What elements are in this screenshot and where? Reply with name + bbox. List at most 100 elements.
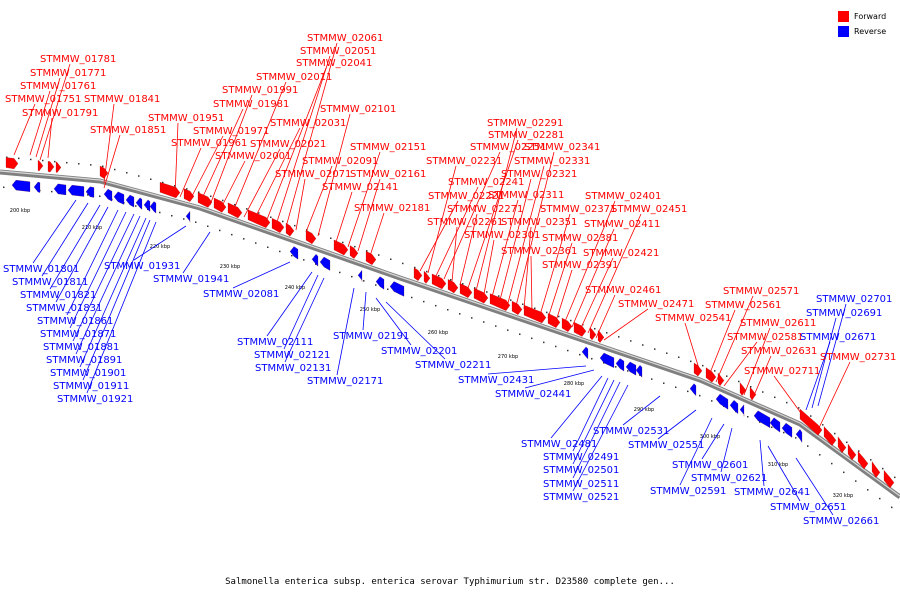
minor-tick-dot (267, 246, 269, 248)
tick-label-280-kbp: 280 kbp (564, 381, 584, 387)
forward-gene-glyph (837, 436, 847, 454)
forward-gene-label-stmmw_02351: STMMW_02351 (501, 217, 577, 228)
forward-gene-label-stmmw_02031: STMMW_02031 (270, 118, 346, 129)
legend-forward-label: Forward (854, 12, 887, 21)
forward-gene-glyph (597, 330, 605, 343)
minor-tick-dot (303, 259, 305, 261)
reverse-gene-label-stmmw_02491: STMMW_02491 (543, 452, 619, 463)
minor-tick-dot (759, 421, 761, 423)
reverse-gene-leader (266, 271, 313, 337)
minor-tick-dot (471, 317, 473, 319)
minor-tick-dot (450, 279, 452, 281)
forward-gene-label-stmmw_01851: STMMW_01851 (90, 125, 166, 136)
forward-gene-label-stmmw_02311: STMMW_02311 (488, 190, 564, 201)
forward-gene-label-stmmw_02411: STMMW_02411 (584, 219, 660, 230)
forward-gene-glyph (857, 451, 869, 470)
reverse-gene-label-stmmw_01921: STMMW_01921 (57, 394, 133, 405)
reverse-gene-leader (487, 365, 587, 375)
forward-gene-label-stmmw_02071: STMMW_02071 (275, 169, 351, 180)
forward-gene-leader (357, 178, 381, 252)
forward-gene-leader (427, 165, 457, 274)
minor-tick-dot (579, 353, 581, 356)
minor-tick-dot (594, 327, 596, 330)
minor-tick-dot (3, 186, 5, 189)
legend-reverse-swatch (838, 26, 849, 37)
minor-tick-dot (159, 211, 161, 214)
reverse-gene-glyph (689, 383, 697, 396)
minor-tick-dot (294, 224, 296, 227)
reverse-gene-label-stmmw_02501: STMMW_02501 (543, 465, 619, 476)
tick-label-320-kbp: 320 kbp (833, 493, 853, 499)
genome-backbone-highlight (0, 170, 900, 497)
reverse-gene-leader (66, 209, 119, 316)
forward-gene-glyph (523, 305, 547, 324)
reverse-gene-label-stmmw_02431: STMMW_02431 (458, 375, 534, 386)
forward-gene-glyph (305, 229, 317, 245)
minor-tick-dot (219, 229, 221, 232)
forward-gene-leader (39, 63, 71, 161)
forward-gene-glyph (799, 408, 823, 436)
minor-tick-dot (690, 360, 692, 363)
reverse-gene-glyph (715, 393, 729, 410)
forward-gene-leader (467, 139, 519, 289)
forward-gene-glyph (459, 283, 473, 298)
minor-tick-dot (810, 415, 812, 417)
forward-gene-label-stmmw_02631: STMMW_02631 (741, 346, 817, 357)
forward-gene-leader (29, 90, 51, 156)
reverse-gene-glyph (781, 422, 793, 438)
reverse-gene-label-stmmw_02211: STMMW_02211 (415, 360, 491, 371)
forward-gene-glyph (871, 461, 881, 478)
forward-gene-glyph (739, 382, 747, 396)
reverse-gene-label-stmmw_01931: STMMW_01931 (104, 261, 180, 272)
forward-gene-leader (475, 127, 518, 292)
minor-tick-dot (519, 333, 521, 335)
forward-gene-leader (751, 355, 772, 401)
minor-tick-dot (78, 163, 80, 165)
forward-gene-leader (253, 127, 301, 221)
minor-tick-dot (507, 329, 509, 331)
minor-tick-dot (807, 445, 809, 447)
reverse-gene-glyph (53, 183, 67, 196)
minor-tick-dot (363, 280, 365, 282)
forward-gene-leader (563, 200, 616, 325)
minor-tick-dot (843, 471, 845, 474)
leader-lines (13, 42, 851, 516)
reverse-gene-leader (767, 445, 801, 502)
reverse-gene-leader (720, 427, 733, 473)
minor-tick-dot (486, 291, 488, 293)
minor-tick-dot (435, 304, 437, 307)
forward-gene-label-stmmw_02251: STMMW_02251 (470, 142, 546, 153)
tick-label-270-kbp: 270 kbp (498, 354, 518, 360)
reverse-gene-glyph (135, 197, 143, 210)
minor-tick-dot (375, 284, 377, 286)
genome-backbone (0, 169, 900, 500)
minor-tick-dot (498, 295, 500, 297)
minor-tick-dot (570, 319, 572, 322)
reverse-gene-glyph (289, 246, 299, 260)
reverse-gene-leader (336, 287, 355, 376)
reverse-gene-leader (811, 317, 837, 409)
reverse-gene-glyph (185, 210, 191, 223)
forward-gene-label-stmmw_02181: STMMW_02181 (354, 203, 430, 214)
forward-gene-label-stmmw_02011: STMMW_02011 (256, 72, 332, 83)
forward-gene-glyph (423, 270, 431, 284)
minor-tick-dot (99, 195, 101, 198)
minor-tick-dot (330, 237, 332, 239)
forward-gene-glyph (561, 317, 573, 332)
minor-tick-dot (891, 506, 893, 509)
forward-gene-glyph (705, 367, 717, 383)
forward-gene-glyph (55, 161, 62, 173)
minor-tick-dot (87, 194, 89, 196)
forward-gene-leader (483, 239, 495, 295)
reverse-gene-glyph (125, 194, 135, 208)
minor-tick-dot (630, 340, 632, 342)
reverse-gene-leader (182, 231, 211, 274)
forward-gene-glyph (285, 222, 295, 237)
reverse-gene-label-stmmw_02481: STMMW_02481 (521, 439, 597, 450)
forward-gene-glyph (473, 288, 489, 304)
forward-gene-label-stmmw_02301: STMMW_02301 (464, 230, 540, 241)
forward-gene-label-stmmw_01791: STMMW_01791 (22, 108, 98, 119)
forward-gene-label-stmmw_02421: STMMW_02421 (583, 248, 659, 259)
forward-gene-leader (715, 295, 754, 383)
